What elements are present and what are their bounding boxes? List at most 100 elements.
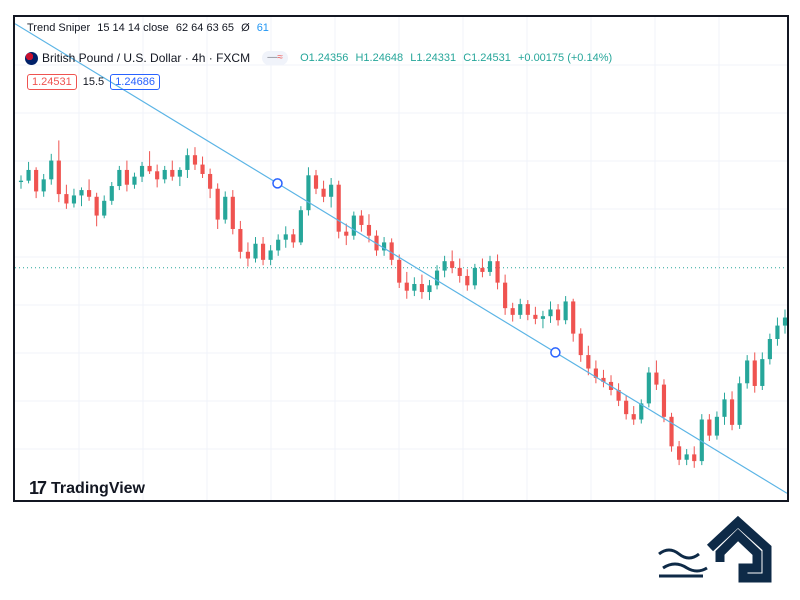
candle-body [268, 250, 273, 260]
candle-body [616, 389, 621, 401]
candle-body [382, 242, 387, 251]
candle-body [397, 259, 402, 283]
candle-body [109, 186, 114, 201]
candle-body [124, 169, 129, 185]
candle-body [79, 190, 84, 196]
candle-body [41, 179, 46, 192]
candle-body [457, 267, 462, 276]
candle-body [510, 308, 515, 315]
tradingview-logo[interactable]: 17 TradingView [29, 478, 145, 499]
candle-body [298, 210, 303, 243]
candle-body [624, 400, 629, 415]
candle-body [684, 454, 689, 460]
candle-body [677, 446, 682, 460]
candle-body [185, 155, 190, 170]
candle-body [692, 454, 697, 462]
candle-body [49, 160, 54, 180]
price-chart[interactable] [15, 17, 787, 500]
ohlc-values: O1.24356 H1.24648 L1.24331 C1.24531 +0.0… [300, 52, 616, 64]
candle-body [329, 184, 334, 197]
candle-body [215, 188, 220, 220]
candle-body [64, 194, 69, 204]
ohlc-high: H1.24648 [355, 52, 404, 64]
tradingview-mark-icon: 17 [29, 478, 47, 498]
candle-body [18, 180, 24, 183]
indicator-name[interactable]: Trend Sniper [27, 22, 91, 34]
legend-controls[interactable]: —≈ [262, 51, 289, 65]
trendline-anchor-handle [550, 347, 561, 358]
candle-body [238, 228, 243, 252]
candle-body [699, 419, 704, 462]
symbol-legend: British Pound / U.S. Dollar · 4h · FXCM … [25, 51, 616, 65]
candle-body [162, 169, 167, 180]
hide-icon[interactable]: — [267, 52, 278, 63]
indicator-params: 15 14 14 close [97, 22, 169, 34]
buy-sell-row: 1.24531 15.5 1.24686 [27, 74, 160, 90]
candle-body [427, 285, 432, 293]
candle-body [646, 372, 651, 404]
candle-body [208, 173, 213, 189]
candle-body [71, 195, 77, 204]
sell-price-button[interactable]: 1.24531 [27, 74, 77, 90]
candle-body [563, 301, 568, 321]
wave-icon[interactable]: ≈ [277, 52, 283, 63]
candle-body [139, 165, 145, 177]
candle-body [132, 176, 137, 185]
candle-body [94, 196, 99, 216]
candle-body [253, 243, 258, 259]
indicator-last: 61 [256, 22, 269, 34]
candle-body [283, 234, 288, 240]
candle-body [775, 325, 780, 339]
candle-body [555, 309, 561, 321]
currency-flag-icon [25, 51, 38, 65]
candle-body [503, 282, 508, 309]
ohlc-low: L1.24331 [410, 52, 457, 64]
candle-body [487, 261, 493, 272]
candle-body [276, 239, 281, 251]
candle-body [639, 403, 644, 420]
candle-body [359, 215, 364, 225]
candle-body [631, 414, 636, 420]
candle-body [389, 242, 394, 260]
candle-body [404, 282, 409, 291]
candle-body [245, 251, 251, 259]
candle-body [782, 317, 787, 326]
candle-body [480, 267, 485, 272]
candle-body [102, 200, 107, 216]
spread-value: 15.5 [82, 76, 105, 88]
tradingview-wordmark: TradingView [51, 479, 145, 497]
candle-body [752, 360, 757, 386]
candle-body [450, 261, 455, 268]
candle-body [737, 383, 742, 425]
candle-body [586, 355, 591, 369]
ohlc-close: C1.24531 [463, 52, 511, 64]
candle-body [223, 196, 228, 220]
indicator-sep: Ø [241, 22, 250, 34]
candle-body [525, 304, 530, 315]
candle-body [321, 188, 326, 197]
candle-body [419, 283, 424, 293]
chart-frame[interactable]: Trend Sniper 15 14 14 close 62 64 63 65 … [13, 15, 789, 502]
candle-body [170, 169, 175, 177]
candle-body [767, 339, 772, 360]
candle-body [230, 196, 235, 229]
candle-body [593, 368, 598, 378]
candle-body [147, 165, 152, 172]
candle-body [495, 261, 500, 283]
candle-body [56, 160, 61, 195]
candle-body [465, 275, 470, 286]
candle-body [533, 314, 538, 319]
symbol-title[interactable]: British Pound / U.S. Dollar · 4h · FXCM [42, 51, 251, 65]
candle-body [601, 377, 606, 382]
candle-body [745, 360, 750, 384]
indicator-legend: Trend Sniper 15 14 14 close 62 64 63 65 … [27, 22, 273, 34]
candle-body [412, 283, 417, 291]
candle-body [192, 155, 198, 165]
candle-body [707, 419, 712, 436]
trendline-anchor-handle [272, 178, 283, 189]
candle-body [760, 359, 765, 386]
buy-price-button[interactable]: 1.24686 [110, 74, 160, 90]
candle-body [26, 169, 31, 181]
candle-body [200, 164, 205, 174]
candle-body [336, 184, 341, 232]
